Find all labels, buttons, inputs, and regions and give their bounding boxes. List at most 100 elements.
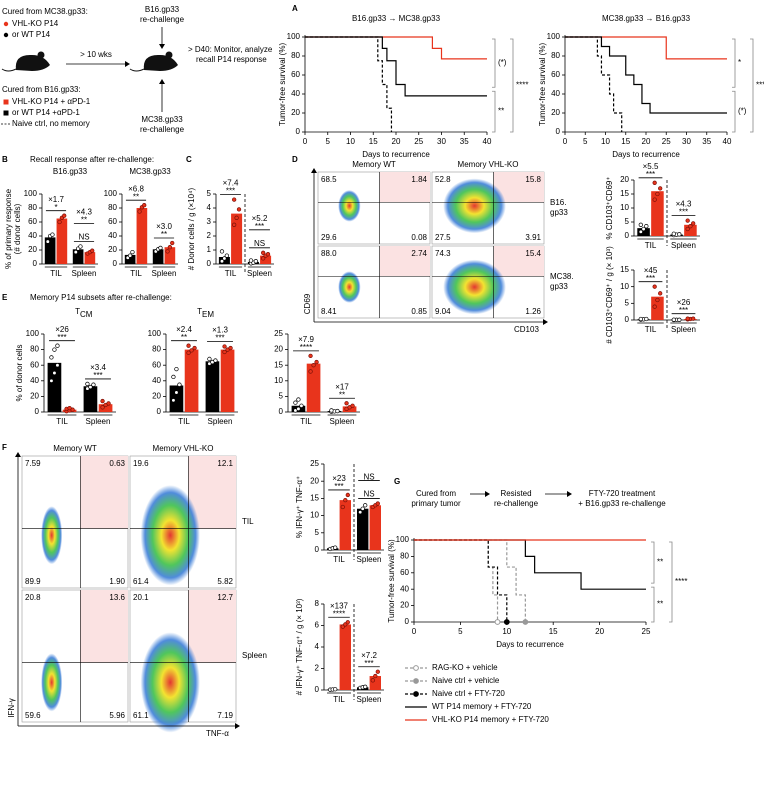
chart-title-sub: EM (202, 310, 214, 319)
chart-title-sub: CM (80, 310, 93, 319)
data-point (360, 506, 365, 511)
y-tick-label: 20 (551, 108, 560, 117)
data-point (55, 343, 60, 348)
x-tick-label: 25 (414, 137, 423, 146)
data-point (343, 497, 348, 503)
survival-curve (414, 539, 646, 590)
y-axis-label: # Donor cells / g (×10⁴) (187, 187, 196, 270)
category-label: TIL (56, 417, 68, 426)
x-axis-label: TNF-α (206, 729, 229, 738)
legend-label: VHL-KO P14 memory + FTY-720 (432, 715, 549, 724)
bar (56, 218, 68, 264)
fold-change: ×137 (330, 601, 349, 610)
y-tick-label: 60 (551, 70, 560, 79)
y-tick-label: 100 (396, 535, 410, 544)
step-text: Cured from (416, 489, 456, 498)
y-tick-label: 10 (274, 376, 283, 385)
data-point (228, 345, 233, 351)
row-label: gp33 (550, 208, 568, 217)
legend-label: Naive ctrl + FTY-720 (432, 689, 505, 698)
data-point (49, 355, 54, 360)
quadrant-value: 1.84 (411, 175, 427, 184)
data-point (296, 406, 301, 412)
significance: NS (78, 233, 89, 242)
y-tick-label: 2 (315, 664, 320, 673)
fold-change: ×2.4 (176, 325, 192, 334)
y-axis-label: IFN-γ (7, 698, 16, 718)
data-point (170, 240, 175, 246)
bar (152, 249, 164, 264)
data-point (296, 397, 301, 402)
mouse-tail (1, 68, 17, 72)
data-point (186, 350, 191, 355)
data-point (363, 503, 368, 508)
data-point (88, 384, 93, 390)
bracket (651, 541, 655, 584)
schematic-text: MC38.gp33 (141, 115, 183, 124)
quadrant-value: 59.6 (25, 711, 41, 720)
data-point (167, 245, 173, 250)
y-tick-label: 10 (620, 203, 629, 212)
data-point (335, 408, 340, 414)
data-point (174, 366, 179, 372)
bracket (669, 541, 673, 623)
density-blob (338, 190, 361, 222)
x-axis-label: Days to recurrence (612, 150, 680, 159)
row-label: B16. (550, 198, 566, 207)
panel-letter: B (2, 155, 8, 164)
y-axis-label: % of primary response (4, 188, 13, 269)
data-point (375, 669, 380, 674)
density-blob (41, 653, 63, 712)
category-label: Spleen (208, 417, 233, 426)
data-point (641, 226, 646, 232)
fold-change: ×5.2 (252, 214, 268, 223)
y-tick-label: 40 (28, 231, 37, 240)
data-point (236, 207, 242, 212)
y-tick-label: 4 (207, 203, 212, 212)
quadrant-value: 1.26 (525, 307, 541, 316)
y-tick-label: 0 (625, 231, 630, 240)
data-point (314, 359, 319, 365)
bar (637, 228, 650, 236)
quadrant-value: 8.41 (321, 307, 337, 316)
data-point (222, 256, 227, 261)
x-tick-label: 0 (412, 627, 417, 636)
panel-letter: F (2, 443, 7, 452)
significance: ** (161, 230, 167, 239)
data-point (57, 219, 62, 225)
fold-change: ×3.4 (90, 363, 106, 372)
significance: *** (334, 482, 343, 491)
x-tick-label: 20 (392, 137, 401, 146)
column-label: Memory WT (352, 160, 396, 169)
quadrant-value: 88.0 (321, 249, 337, 258)
bar (124, 254, 136, 264)
y-tick-label: 20 (620, 175, 629, 184)
y-axis-label: Tumor-free survival (%) (387, 539, 396, 623)
data-point (308, 369, 313, 374)
y-tick-label: 15 (620, 189, 629, 198)
data-point (644, 316, 649, 322)
curve-marker (494, 619, 501, 625)
chart-title: MC38.gp33 (129, 167, 171, 176)
y-tick-label: 20 (400, 601, 409, 610)
quadrant-value: 52.8 (435, 175, 451, 184)
significance: (*) (738, 107, 747, 116)
significance: ** (498, 107, 504, 116)
data-point (219, 249, 225, 254)
quadrant-value: 7.59 (25, 459, 41, 468)
data-point (655, 297, 660, 303)
significance: ** (133, 192, 139, 201)
y-tick-label: 10 (620, 282, 629, 291)
fold-change: ×26 (677, 298, 691, 307)
y-tick-label: 15 (274, 360, 283, 369)
survival-curve (305, 36, 487, 60)
data-point (345, 620, 350, 625)
y-tick-label: 100 (104, 189, 118, 198)
significance: *** (226, 187, 235, 196)
y-tick-label: 3 (207, 217, 212, 226)
x-tick-label: 5 (326, 137, 331, 146)
row-label: Spleen (242, 651, 267, 660)
y-tick-label: 15 (620, 265, 629, 274)
y-tick-label: 40 (152, 376, 161, 385)
